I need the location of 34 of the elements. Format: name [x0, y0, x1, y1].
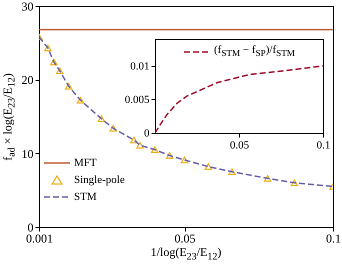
- point: [136, 142, 144, 149]
- x-axis-title: 1/log(E$_{23}$/E$_{12}$): [150, 245, 222, 262]
- point: [166, 152, 174, 159]
- y-tick-label: 20: [22, 73, 34, 88]
- y-tick-label: 0.005: [124, 94, 150, 106]
- point: [98, 115, 106, 122]
- y-tick-label: 0.01: [130, 60, 150, 72]
- x-tick-label: 0.001: [26, 232, 53, 246]
- point: [50, 58, 58, 66]
- y-tick-label: 0: [28, 220, 34, 234]
- legend-label: (f$_{STM}$ − f$_{SP}$)/f$_{STM}$: [214, 44, 295, 59]
- y-tick-label: 0: [144, 128, 150, 140]
- point: [228, 168, 236, 176]
- x-tick-label: 0.05: [230, 140, 250, 152]
- legend-label: MFT: [74, 156, 97, 168]
- y-tick-label: 10: [22, 146, 34, 161]
- point: [76, 96, 84, 104]
- point: [56, 67, 64, 74]
- point: [290, 179, 298, 186]
- legend-label: Single-pole: [74, 174, 125, 186]
- point: [130, 136, 138, 144]
- point: [109, 124, 118, 132]
- line-series: [155, 65, 323, 133]
- x-tick-label: 0.1: [326, 232, 341, 246]
- y-tick-label: 30: [22, 0, 34, 14]
- legend-label: STM: [74, 190, 97, 202]
- point: [151, 146, 159, 153]
- point: [44, 44, 52, 52]
- x-tick-label: 0.1: [316, 140, 330, 152]
- point: [204, 163, 212, 170]
- point: [264, 175, 272, 182]
- point: [64, 82, 72, 90]
- point: [180, 156, 188, 164]
- x-tick-label: 0.05: [174, 232, 196, 246]
